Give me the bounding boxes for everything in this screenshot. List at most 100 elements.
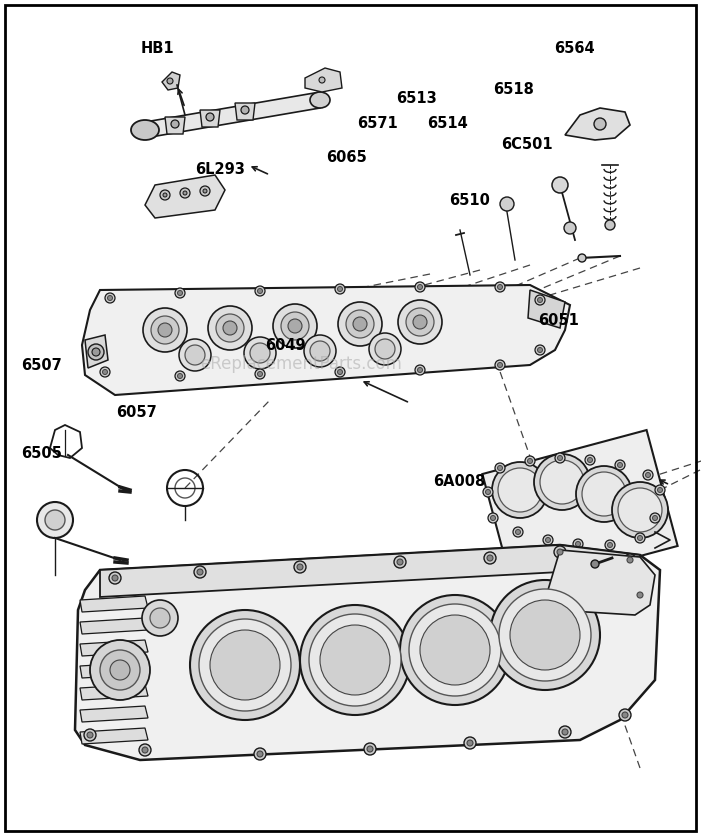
Polygon shape — [82, 285, 570, 395]
Circle shape — [335, 367, 345, 377]
Text: 6513: 6513 — [396, 91, 437, 106]
Polygon shape — [100, 545, 640, 597]
Text: 6057: 6057 — [116, 405, 156, 421]
Polygon shape — [482, 430, 678, 590]
Circle shape — [369, 333, 401, 365]
Circle shape — [594, 118, 606, 130]
Circle shape — [177, 374, 182, 379]
Circle shape — [84, 729, 96, 741]
Polygon shape — [80, 662, 148, 678]
Circle shape — [578, 254, 586, 262]
Circle shape — [183, 191, 187, 195]
Polygon shape — [85, 335, 108, 368]
Circle shape — [175, 371, 185, 381]
Text: 6C501: 6C501 — [501, 137, 553, 152]
Circle shape — [545, 538, 550, 543]
Polygon shape — [305, 68, 342, 92]
Circle shape — [534, 454, 590, 510]
Circle shape — [337, 287, 343, 292]
Text: HB1: HB1 — [140, 41, 174, 56]
Circle shape — [175, 288, 185, 298]
Circle shape — [163, 193, 167, 197]
Circle shape — [142, 747, 148, 753]
Circle shape — [513, 527, 523, 537]
Circle shape — [142, 600, 178, 636]
Circle shape — [197, 569, 203, 575]
Text: 6507: 6507 — [21, 358, 62, 373]
Circle shape — [491, 516, 496, 521]
Circle shape — [139, 744, 151, 756]
Circle shape — [643, 470, 653, 480]
Circle shape — [254, 748, 266, 760]
Circle shape — [464, 737, 476, 749]
Circle shape — [619, 709, 631, 721]
Polygon shape — [165, 117, 185, 134]
Text: 6514: 6514 — [428, 116, 468, 131]
Circle shape — [576, 466, 632, 522]
Circle shape — [495, 463, 505, 473]
Circle shape — [624, 554, 636, 566]
Circle shape — [255, 369, 265, 379]
Circle shape — [160, 190, 170, 200]
Circle shape — [105, 293, 115, 303]
Circle shape — [409, 604, 501, 696]
Circle shape — [486, 490, 491, 495]
Circle shape — [635, 533, 645, 543]
Circle shape — [206, 113, 214, 121]
Circle shape — [190, 610, 300, 720]
Circle shape — [634, 589, 646, 601]
Text: 6L293: 6L293 — [195, 162, 245, 177]
Circle shape — [167, 78, 173, 84]
Polygon shape — [200, 110, 220, 127]
Circle shape — [498, 284, 503, 289]
Circle shape — [353, 317, 367, 331]
Circle shape — [646, 472, 651, 477]
Circle shape — [564, 222, 576, 234]
Circle shape — [151, 316, 179, 344]
Text: 6510: 6510 — [449, 193, 489, 208]
Circle shape — [554, 546, 566, 558]
Polygon shape — [80, 728, 148, 744]
Circle shape — [415, 365, 425, 375]
Circle shape — [413, 315, 427, 329]
Circle shape — [150, 608, 170, 628]
Circle shape — [257, 751, 263, 757]
Circle shape — [320, 625, 390, 695]
Circle shape — [637, 592, 643, 598]
Circle shape — [615, 460, 625, 470]
Circle shape — [415, 282, 425, 292]
Circle shape — [297, 564, 303, 570]
Circle shape — [394, 556, 406, 568]
Circle shape — [618, 462, 622, 467]
Circle shape — [177, 290, 182, 295]
Circle shape — [158, 323, 172, 337]
Circle shape — [288, 319, 302, 333]
Polygon shape — [235, 103, 255, 120]
Circle shape — [418, 284, 423, 289]
Circle shape — [109, 572, 121, 584]
Polygon shape — [75, 545, 660, 760]
Circle shape — [92, 348, 100, 356]
Circle shape — [495, 282, 505, 292]
Circle shape — [208, 306, 252, 350]
Circle shape — [658, 487, 662, 492]
Circle shape — [400, 595, 510, 705]
Circle shape — [310, 341, 330, 361]
Polygon shape — [145, 92, 320, 138]
Circle shape — [37, 502, 73, 538]
Circle shape — [483, 487, 493, 497]
Circle shape — [223, 321, 237, 335]
Circle shape — [100, 650, 140, 690]
Circle shape — [498, 466, 503, 471]
Circle shape — [87, 732, 93, 738]
Circle shape — [300, 605, 410, 715]
Circle shape — [490, 580, 600, 690]
Polygon shape — [162, 72, 180, 90]
Circle shape — [367, 746, 373, 752]
Circle shape — [210, 630, 280, 700]
Circle shape — [200, 186, 210, 196]
Circle shape — [199, 619, 291, 711]
Circle shape — [538, 298, 543, 303]
Circle shape — [179, 339, 211, 371]
Circle shape — [552, 177, 568, 193]
